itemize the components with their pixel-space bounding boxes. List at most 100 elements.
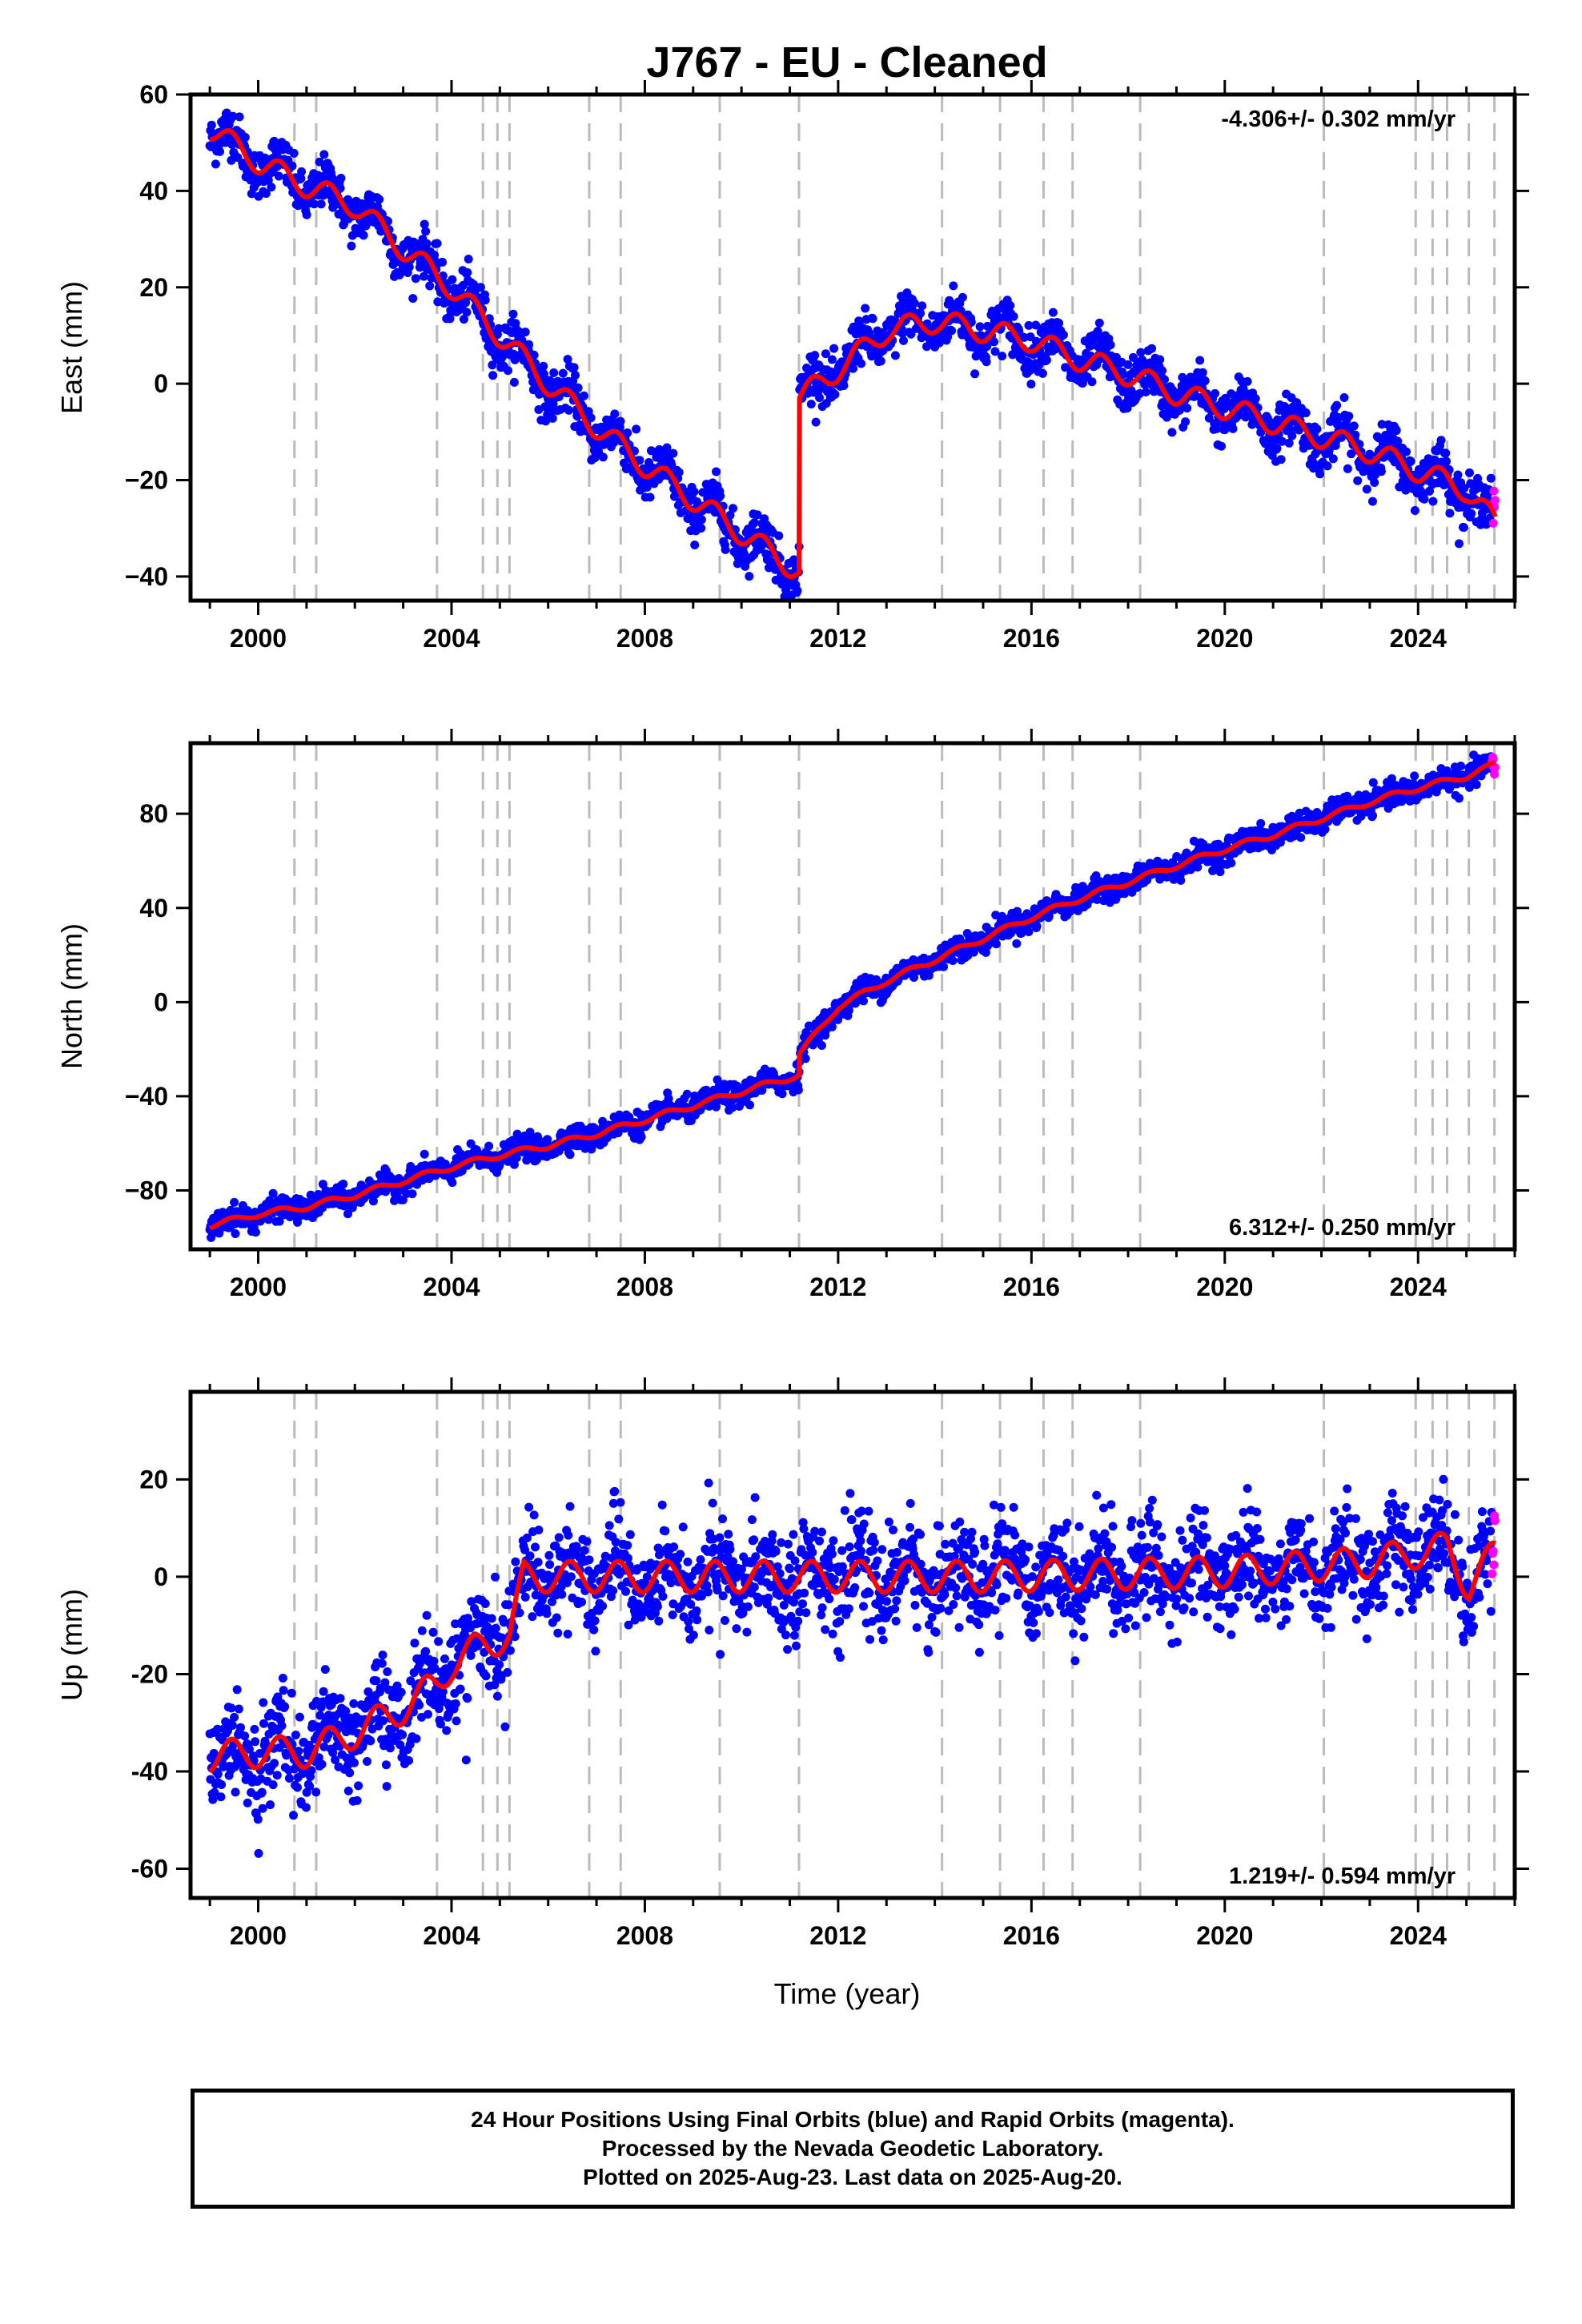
final-orbit-point xyxy=(261,189,271,199)
final-orbit-point xyxy=(1402,447,1411,456)
final-orbit-point xyxy=(274,171,283,181)
final-orbit-point xyxy=(462,308,472,317)
final-orbit-point xyxy=(909,299,919,308)
final-orbit-point xyxy=(623,428,632,437)
final-orbit-point xyxy=(335,183,345,193)
final-orbit-point xyxy=(1195,356,1205,365)
final-orbit-point xyxy=(302,210,311,219)
final-orbit-point xyxy=(569,363,579,372)
final-orbit-point xyxy=(549,368,559,377)
final-orbit-point xyxy=(277,1721,287,1731)
final-orbit-point xyxy=(1032,922,1042,931)
final-orbit-point xyxy=(464,255,473,263)
final-orbit-point xyxy=(1376,467,1386,476)
final-orbit-point xyxy=(236,1723,245,1732)
final-orbit-point xyxy=(1147,344,1156,353)
final-orbit-point xyxy=(1058,330,1068,340)
final-orbit-point xyxy=(243,1798,252,1807)
final-orbit-point xyxy=(335,1694,345,1703)
final-orbit-point xyxy=(1284,438,1294,448)
final-orbit-point xyxy=(1204,413,1214,423)
y-axis-label-north: North (mm) xyxy=(55,923,88,1069)
final-orbit-point xyxy=(990,337,998,347)
final-orbit-point xyxy=(897,328,907,338)
final-orbit-point xyxy=(514,327,524,336)
final-orbit-point xyxy=(216,1792,226,1802)
final-orbit-point xyxy=(287,1688,296,1698)
final-orbit-point xyxy=(1368,810,1377,820)
final-orbit-point xyxy=(476,283,485,292)
x-tick-label: 2012 xyxy=(809,1273,866,1301)
final-orbit-point xyxy=(827,1022,837,1031)
final-orbit-point xyxy=(539,361,548,371)
final-orbit-point xyxy=(438,257,448,267)
final-orbit-point xyxy=(1285,424,1295,434)
final-orbit-point xyxy=(411,274,420,283)
final-orbit-point xyxy=(461,298,471,308)
x-tick-label: 2008 xyxy=(616,624,673,653)
rapid-orbit-point xyxy=(1489,486,1499,496)
x-tick-label: 2000 xyxy=(230,1273,287,1301)
final-orbit-point xyxy=(1459,523,1468,533)
final-orbit-point xyxy=(385,1743,395,1753)
final-orbit-point xyxy=(1365,449,1375,459)
final-orbit-point xyxy=(1198,368,1207,377)
final-orbit-point xyxy=(970,369,980,379)
final-orbit-point xyxy=(1353,476,1363,485)
final-orbit-point xyxy=(1092,358,1102,367)
final-orbit-point xyxy=(868,314,877,324)
final-orbit-point xyxy=(425,281,435,291)
y-tick-label: 80 xyxy=(139,799,168,828)
final-orbit-point xyxy=(1332,400,1342,410)
final-orbit-point xyxy=(1024,320,1034,330)
final-orbit-point xyxy=(352,1795,362,1805)
final-orbit-point xyxy=(494,324,504,333)
final-orbit-point xyxy=(250,1724,259,1734)
final-orbit-point xyxy=(745,1100,754,1110)
final-orbit-point xyxy=(463,267,472,277)
step-lines xyxy=(293,94,1496,601)
final-orbit-point xyxy=(368,1196,378,1206)
final-orbit-point xyxy=(343,1786,353,1795)
final-orbit-point xyxy=(827,355,837,364)
final-orbit-point xyxy=(1323,461,1332,471)
final-orbit-point xyxy=(311,1787,321,1797)
final-orbit-point xyxy=(1006,301,1015,310)
final-orbit-point xyxy=(270,1759,279,1768)
model-curve-east xyxy=(209,128,1498,580)
final-orbit-point xyxy=(408,1189,417,1199)
final-orbit-point xyxy=(510,355,520,364)
final-orbit-point xyxy=(317,1759,327,1769)
final-orbit-point xyxy=(636,1132,646,1142)
final-orbit-point xyxy=(1054,319,1064,328)
velocity-rate-north: 6.312+/- 0.250 mm/yr xyxy=(1229,1215,1456,1240)
final-orbit-point xyxy=(213,1769,223,1779)
final-orbit-point xyxy=(579,391,588,400)
final-orbit-point xyxy=(1212,424,1222,433)
panel-up: 2000 2004 2008 2012 2016 2020 2024200-20-40-60… xyxy=(55,1377,1529,1950)
final-orbit-point xyxy=(1093,327,1102,336)
final-orbit-point xyxy=(375,195,384,204)
final-orbit-point xyxy=(697,515,706,525)
final-orbit-point xyxy=(645,493,655,502)
final-orbit-point xyxy=(280,1702,290,1711)
final-orbit-point xyxy=(991,939,1001,949)
final-orbit-point xyxy=(749,518,759,528)
final-orbit-point xyxy=(301,1803,311,1812)
final-orbit-point xyxy=(520,328,530,337)
final-orbit-point xyxy=(716,491,725,501)
final-orbit-point xyxy=(1315,469,1325,479)
final-orbit-point xyxy=(669,492,679,501)
x-tick-label: 2024 xyxy=(1390,1273,1447,1301)
data-points-east xyxy=(205,108,1500,601)
final-orbit-point xyxy=(1419,494,1429,504)
final-orbit-point xyxy=(320,1665,330,1675)
final-orbit-point xyxy=(253,1815,263,1824)
panels: 2000 2004 2008 2012 2016 2020 20246040200−20−4… xyxy=(55,80,1529,1950)
final-orbit-point xyxy=(1256,818,1266,828)
final-orbit-point xyxy=(297,167,307,176)
final-orbit-point xyxy=(421,227,431,236)
final-orbit-point xyxy=(438,271,448,280)
final-orbit-point xyxy=(1243,376,1252,386)
final-orbit-point xyxy=(1349,421,1359,431)
